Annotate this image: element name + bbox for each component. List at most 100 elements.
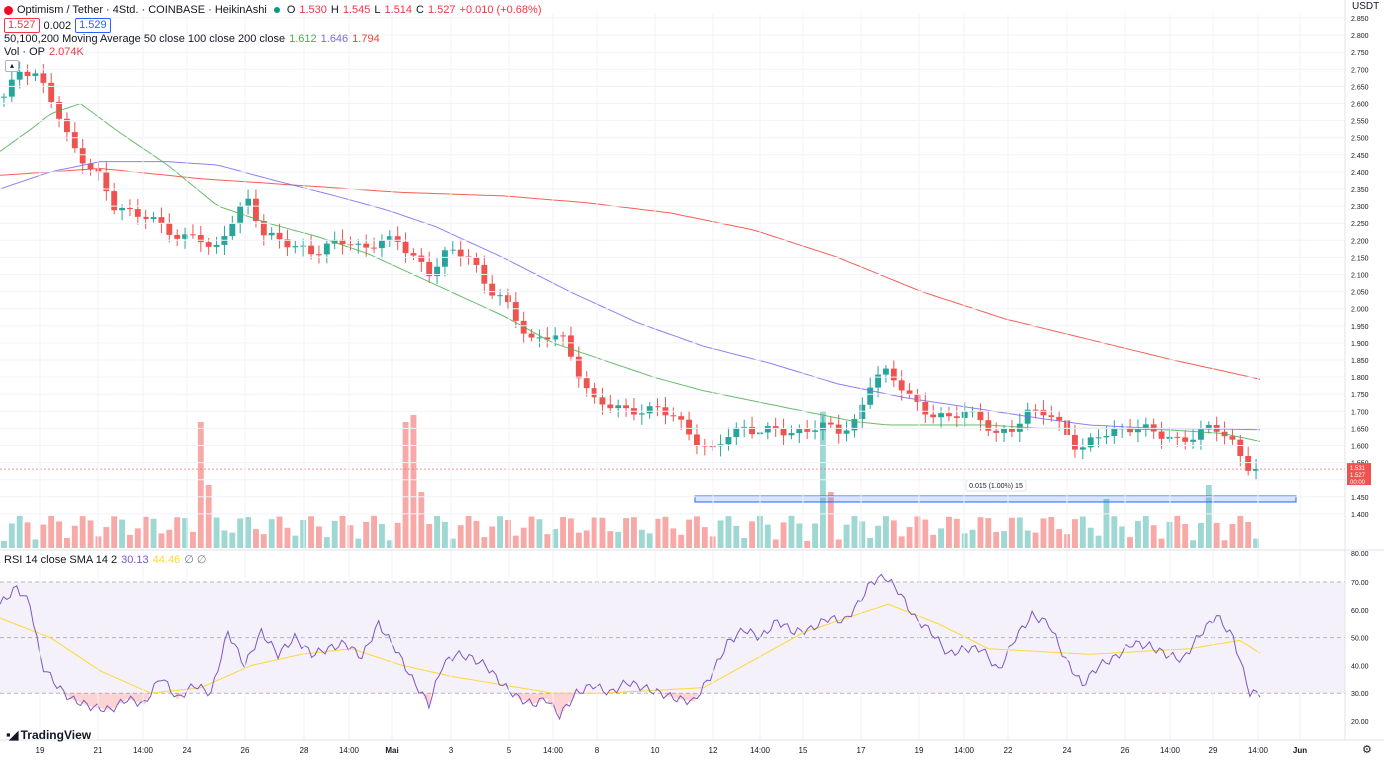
candle-body[interactable] <box>623 405 629 409</box>
candle-body[interactable] <box>560 335 566 337</box>
candle-body[interactable] <box>867 387 874 405</box>
candle-body[interactable] <box>158 217 165 224</box>
candle-body[interactable] <box>276 232 283 240</box>
candle-body[interactable] <box>402 241 409 254</box>
candle-body[interactable] <box>1040 409 1047 416</box>
candle-body[interactable] <box>1198 429 1204 440</box>
candle-body[interactable] <box>331 239 338 244</box>
candle-body[interactable] <box>851 419 858 431</box>
candle-body[interactable] <box>890 368 897 381</box>
candle-body[interactable] <box>71 132 78 149</box>
candle-body[interactable] <box>24 71 31 76</box>
candle-body[interactable] <box>528 333 535 338</box>
candle-body[interactable] <box>827 422 834 425</box>
candle-body[interactable] <box>914 394 921 402</box>
candle-body[interactable] <box>1009 428 1015 432</box>
candle-body[interactable] <box>1 96 7 98</box>
candle-body[interactable] <box>694 434 700 446</box>
candle-body[interactable] <box>646 406 653 414</box>
candle-body[interactable] <box>1103 435 1110 438</box>
candle-body[interactable] <box>394 236 401 242</box>
candle-body[interactable] <box>1229 436 1236 440</box>
candle-body[interactable] <box>213 244 220 247</box>
candle-body[interactable] <box>1174 436 1181 438</box>
candle-body[interactable] <box>820 422 826 431</box>
candle-body[interactable] <box>166 223 173 235</box>
candle-body[interactable] <box>883 368 889 375</box>
candle-body[interactable] <box>741 426 748 428</box>
sell-price-button[interactable]: 1.527 <box>4 18 40 33</box>
candle-body[interactable] <box>182 234 188 239</box>
candle-body[interactable] <box>607 404 614 409</box>
candle-body[interactable] <box>772 426 779 429</box>
candle-body[interactable] <box>835 424 842 434</box>
candle-body[interactable] <box>764 426 771 433</box>
candle-body[interactable] <box>1135 429 1141 433</box>
candle-body[interactable] <box>946 413 952 417</box>
candle-body[interactable] <box>40 73 47 83</box>
candle-body[interactable] <box>308 245 314 255</box>
price-range-tool[interactable] <box>694 495 1297 503</box>
candle-body[interactable] <box>583 378 590 389</box>
candle-body[interactable] <box>678 416 685 420</box>
candle-body[interactable] <box>1245 456 1252 471</box>
candle-body[interactable] <box>1016 423 1023 432</box>
candle-body[interactable] <box>749 426 755 435</box>
candle-body[interactable] <box>8 79 15 97</box>
candle-body[interactable] <box>103 172 110 192</box>
candle-body[interactable] <box>1001 428 1007 433</box>
candle-body[interactable] <box>938 413 944 418</box>
candle-body[interactable] <box>323 243 330 255</box>
candle-body[interactable] <box>922 401 929 415</box>
candle-body[interactable] <box>536 337 543 339</box>
candle-body[interactable] <box>1072 435 1078 450</box>
candle-body[interactable] <box>449 249 456 251</box>
candle-body[interactable] <box>300 245 307 247</box>
candle-body[interactable] <box>686 419 692 435</box>
candle-body[interactable] <box>1056 416 1063 421</box>
tradingview-logo[interactable]: ▪◢ TradingView <box>6 727 91 743</box>
candle-body[interactable] <box>1166 436 1173 439</box>
candle-body[interactable] <box>174 234 181 239</box>
candle-body[interactable] <box>260 220 267 236</box>
candle-body[interactable] <box>1095 437 1102 439</box>
candle-body[interactable] <box>1182 437 1189 442</box>
candle-body[interactable] <box>1237 439 1244 457</box>
candle-body[interactable] <box>190 234 196 236</box>
candle-body[interactable] <box>575 356 582 379</box>
candle-body[interactable] <box>253 198 259 221</box>
candle-body[interactable] <box>1111 428 1118 436</box>
candle-body[interactable] <box>1158 431 1165 439</box>
candle-body[interactable] <box>993 430 1000 433</box>
candle-body[interactable] <box>379 240 385 249</box>
candle-body[interactable] <box>355 243 362 245</box>
candle-body[interactable] <box>426 261 433 277</box>
candle-body[interactable] <box>119 208 125 211</box>
candle-body[interactable] <box>237 206 244 224</box>
candle-body[interactable] <box>363 243 370 248</box>
candle-body[interactable] <box>1205 424 1212 430</box>
rsi-legend[interactable]: RSI 14 close SMA 14 2 30.13 44.46 ∅ ∅ <box>4 553 206 567</box>
candle-body[interactable] <box>410 253 417 256</box>
candle-body[interactable] <box>859 404 866 420</box>
volume-legend[interactable]: Vol · OP 2.074K <box>4 46 84 58</box>
candle-body[interactable] <box>245 198 251 207</box>
symbol-title[interactable]: Optimism / Tether · 4Std. · COINBASE · H… <box>17 4 267 16</box>
candle-body[interactable] <box>615 405 622 409</box>
candle-body[interactable] <box>371 247 377 249</box>
candle-body[interactable] <box>568 335 574 357</box>
candle-body[interactable] <box>505 295 511 303</box>
candle-body[interactable] <box>292 246 299 248</box>
candle-body[interactable] <box>48 82 55 102</box>
candle-body[interactable] <box>150 217 157 220</box>
candle-body[interactable] <box>812 430 818 432</box>
candle-body[interactable] <box>552 335 559 340</box>
candle-body[interactable] <box>804 429 811 432</box>
candle-body[interactable] <box>79 148 86 164</box>
candle-body[interactable] <box>898 380 905 391</box>
candle-body[interactable] <box>796 429 803 434</box>
candle-body[interactable] <box>875 374 881 388</box>
candle-body[interactable] <box>977 411 984 421</box>
candle-body[interactable] <box>134 209 141 217</box>
